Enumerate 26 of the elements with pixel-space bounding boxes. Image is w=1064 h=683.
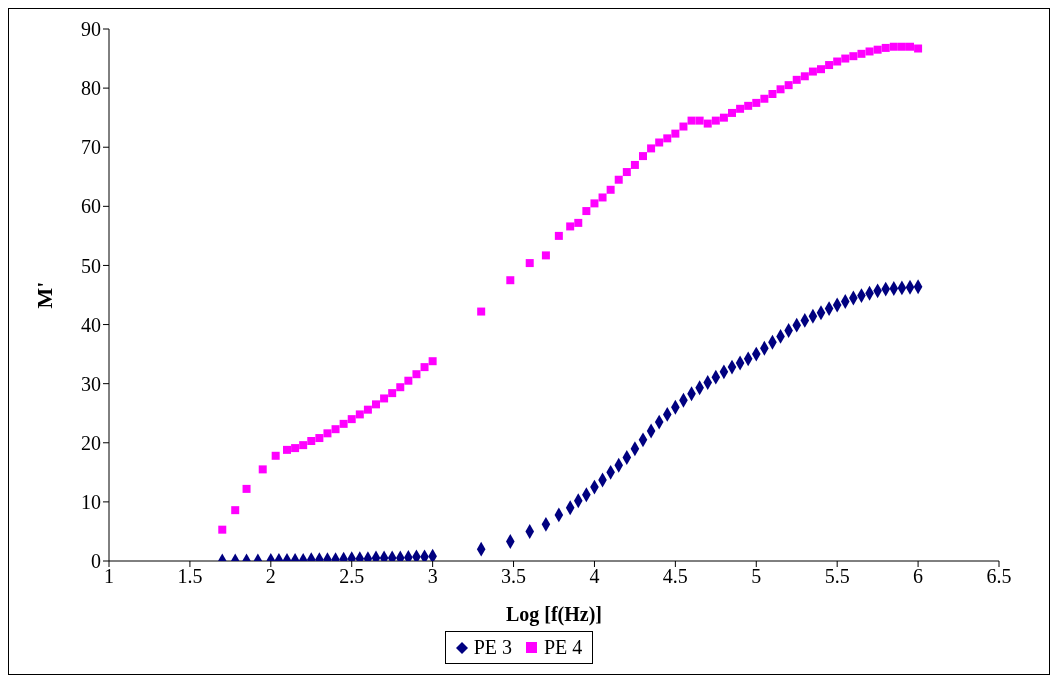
y-tick-label: 80 (81, 77, 101, 100)
y-tick-label: 20 (81, 431, 101, 454)
x-tick-label: 5.5 (824, 565, 850, 588)
y-tick-label: 50 (81, 254, 101, 277)
x-tick-label: 1 (104, 565, 114, 588)
y-tick-label: 90 (81, 18, 101, 41)
x-tick-label: 5 (751, 565, 762, 588)
x-tick-label: 3.5 (501, 565, 527, 588)
x-tick-label: 2.5 (339, 565, 365, 588)
y-tick-label: 40 (81, 313, 101, 336)
legend-label: PE 3 (473, 636, 512, 659)
x-tick-label: 4.5 (662, 565, 688, 588)
y-tick-label: 0 (91, 550, 101, 573)
y-tick-label: 70 (81, 136, 101, 159)
x-tick-label: 3 (427, 565, 438, 588)
x-tick-label: 6 (913, 565, 924, 588)
legend-label: PE 4 (544, 636, 583, 659)
x-tick-label: 4 (589, 565, 600, 588)
x-tick-label: 6.5 (986, 565, 1012, 588)
y-tick-label: 60 (81, 195, 101, 218)
y-tick-label: 30 (81, 372, 101, 395)
x-tick-label: 1.5 (177, 565, 203, 588)
y-tick-label: 10 (81, 490, 101, 513)
x-tick-label: 2 (265, 565, 276, 588)
y-axis-title: M' (31, 281, 57, 309)
x-axis-title: Log [f(Hz)] (505, 603, 603, 626)
